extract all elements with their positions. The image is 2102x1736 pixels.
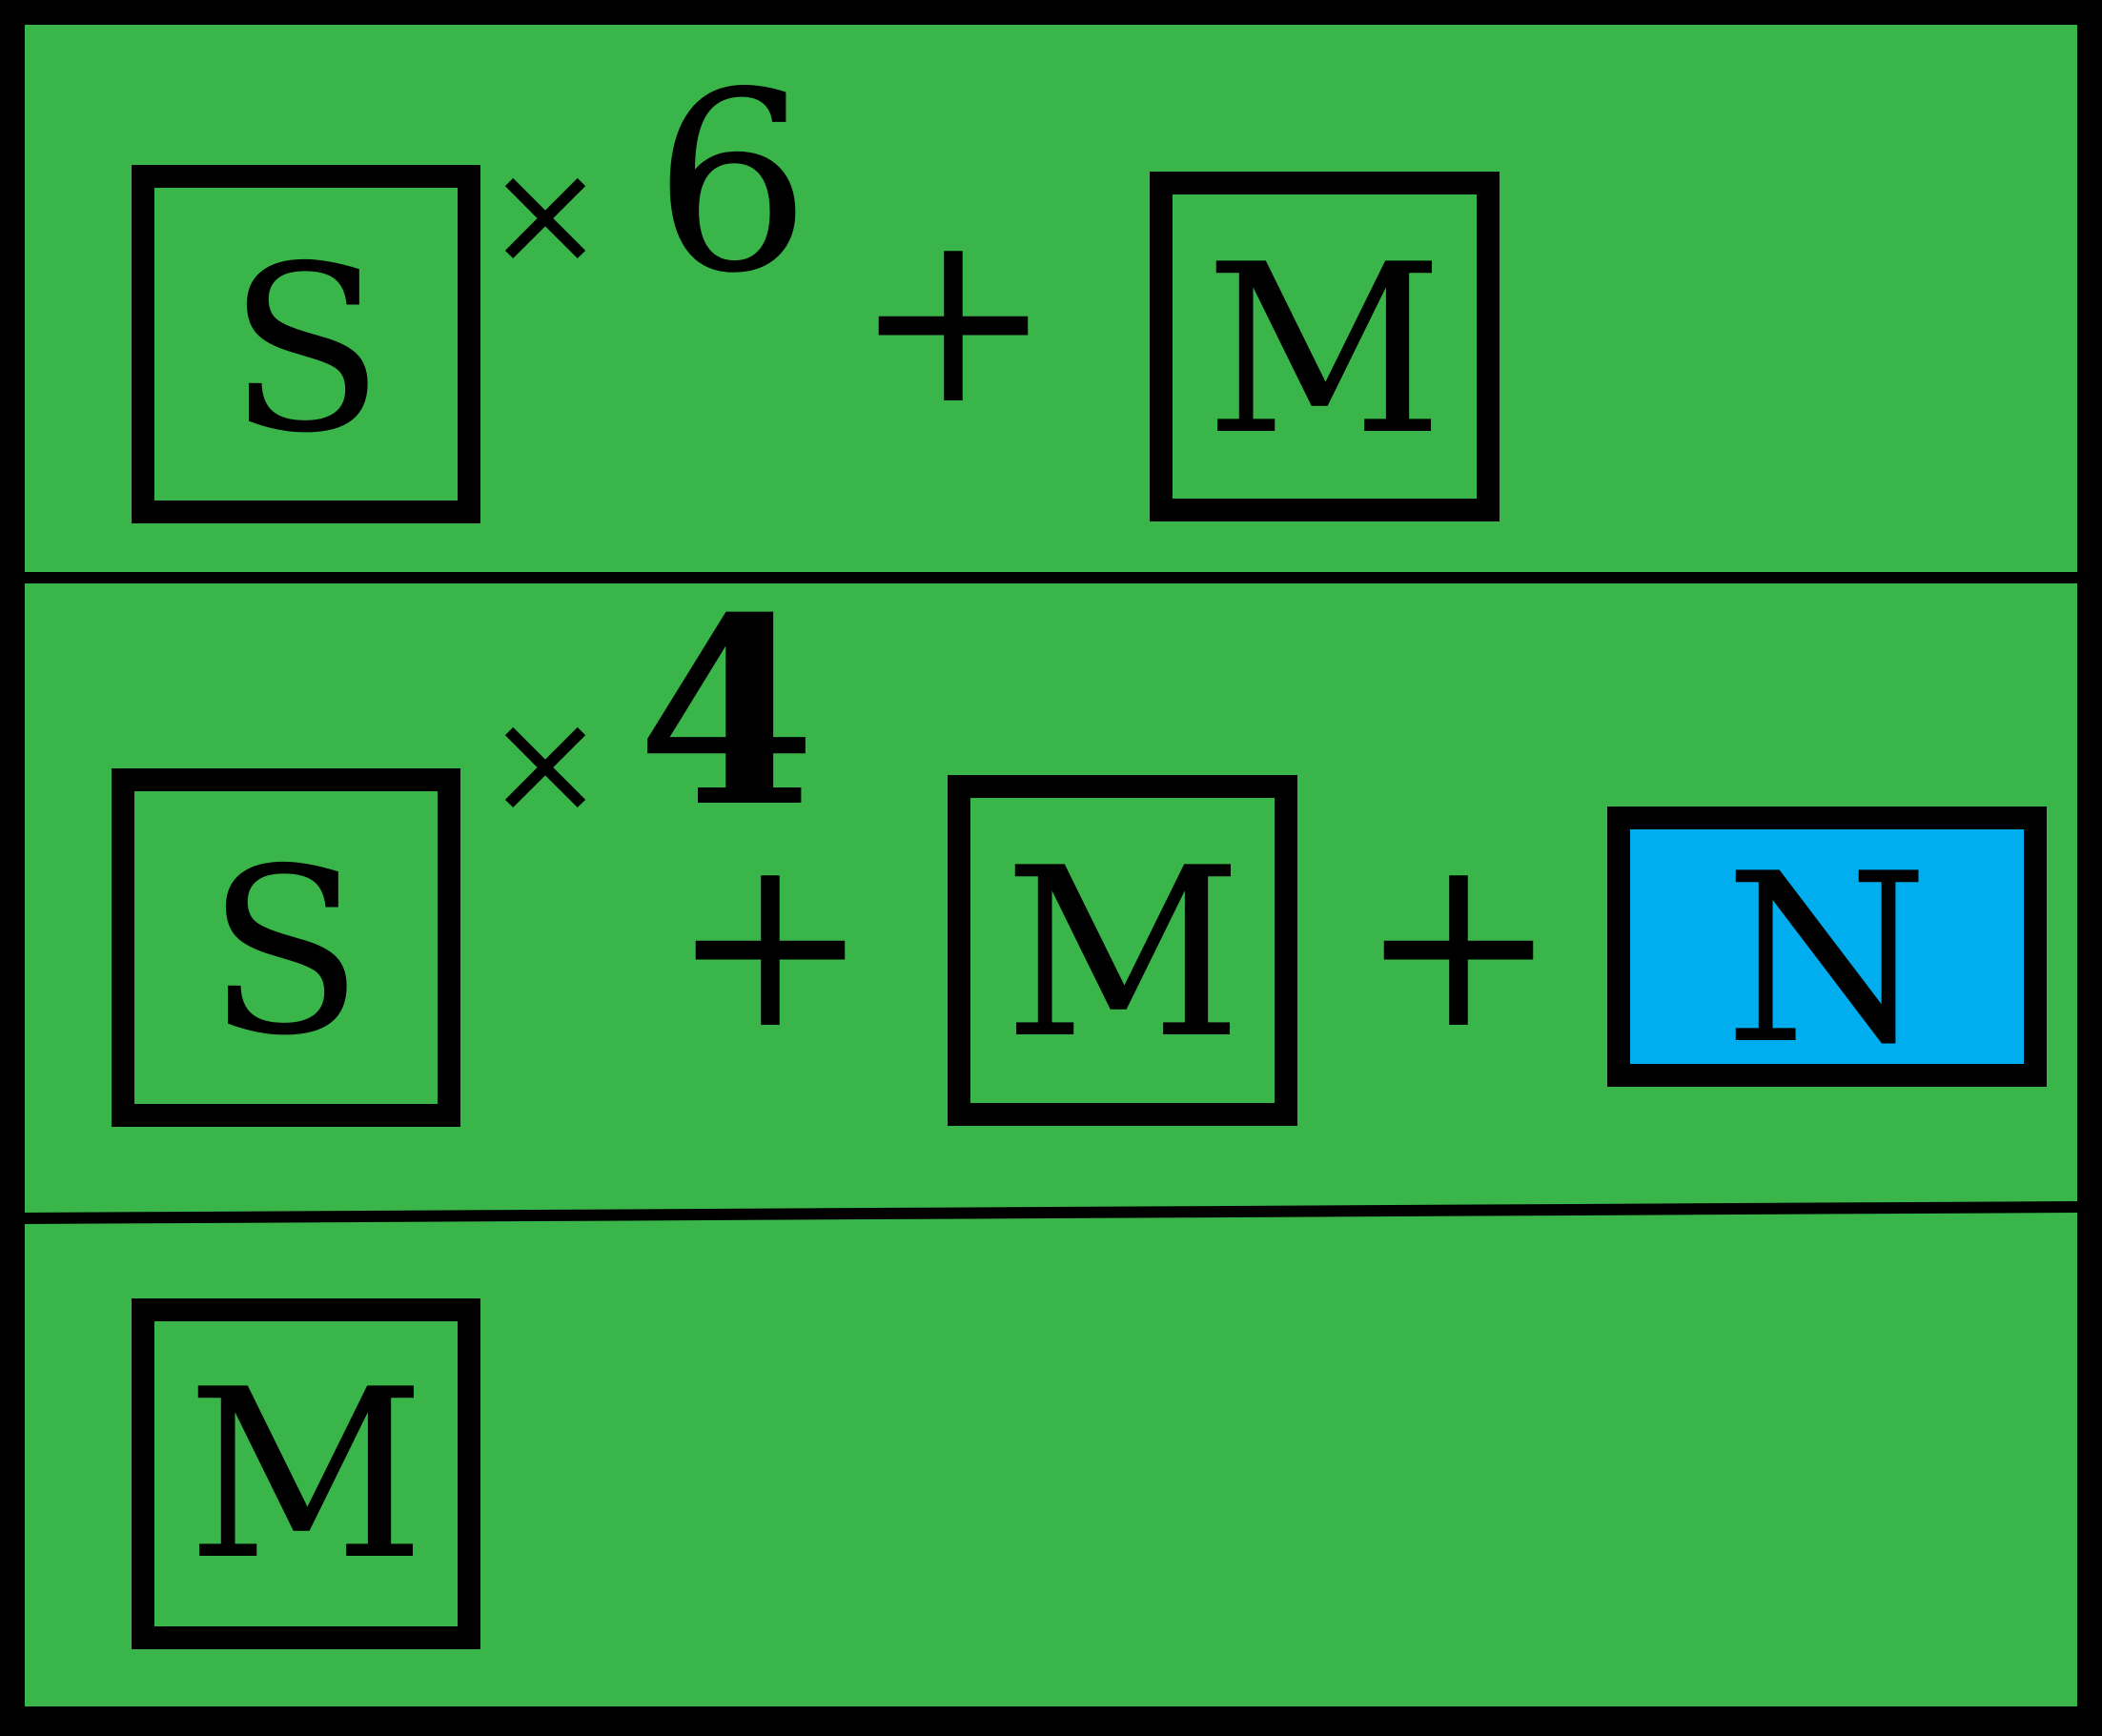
row1-box-s-letter: S: [228, 216, 384, 483]
row-2: S × 4 + M + N: [112, 561, 2047, 1127]
row2-box-m: [948, 775, 1297, 1126]
row3-box-m-letter: M: [187, 1339, 426, 1611]
row2-box-m-letter: M: [1004, 818, 1243, 1090]
row2-multiplier: 4: [637, 561, 816, 864]
row2-box-n: [1607, 807, 2047, 1087]
row1-box-s: [132, 165, 480, 523]
divider-row1-row2: [19, 572, 2083, 583]
row-1: S × 6 + M: [132, 40, 1500, 523]
row3-box-m: [132, 1298, 480, 1649]
row2-plus-1: +: [670, 804, 869, 1081]
row2-box-s: [112, 768, 460, 1127]
row1-box-m-letter: M: [1205, 214, 1444, 486]
row1-times-symbol: ×: [485, 132, 605, 297]
divider-row2-row3: [19, 1201, 2083, 1224]
row1-plus: +: [853, 179, 1052, 457]
row2-plus-2: +: [1358, 804, 1558, 1081]
row1-multiplier: 6: [653, 40, 810, 328]
row2-box-s-letter: S: [207, 819, 363, 1086]
row2-box-n-letter: N: [1724, 824, 1929, 1095]
row2-times-symbol: ×: [485, 681, 605, 847]
row-3: M: [132, 1298, 480, 1649]
row1-box-m: [1150, 172, 1500, 521]
